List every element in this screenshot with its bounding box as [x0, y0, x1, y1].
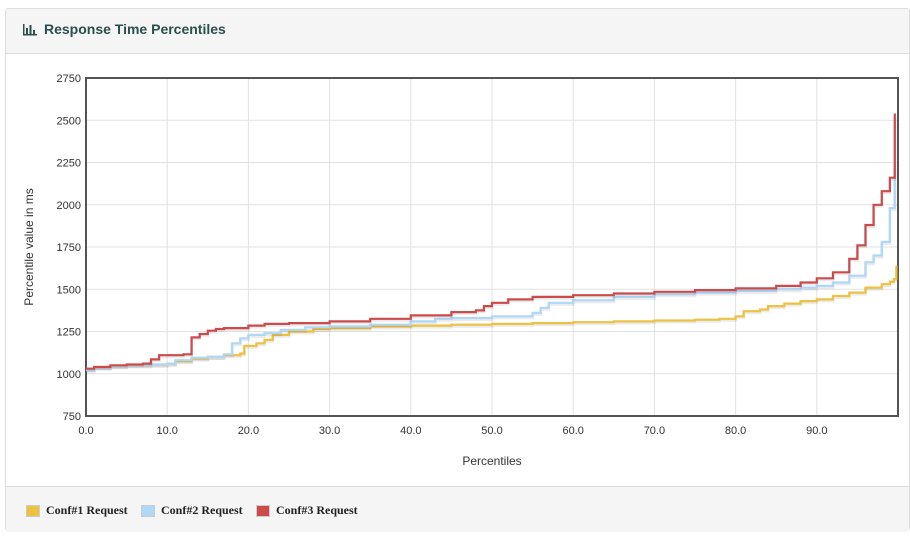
y-tick-label: 1250	[57, 327, 81, 339]
x-tick-label: 50.0	[481, 425, 502, 437]
series-shadow-2	[86, 169, 897, 374]
legend-item[interactable]: Conf#3 Request	[256, 503, 358, 518]
chart-area: 750 1000 1250 1500 1750 2000 2250 2500 2750 0.0 10…	[6, 53, 910, 485]
percentile-chart: 750 1000 1250 1500 1750 2000 2250 2500 2750 0.0 10…	[22, 73, 899, 468]
plot-border	[85, 77, 899, 417]
bar-chart-icon	[23, 24, 37, 36]
legend-swatch	[26, 504, 40, 517]
legend-swatch	[141, 504, 155, 517]
x-tick-label: 0.0	[78, 425, 93, 437]
x-tick-label: 90.0	[806, 425, 827, 437]
x-tick-label: 40.0	[400, 425, 421, 437]
y-tick-label: 2250	[57, 158, 81, 170]
x-tick-label: 60.0	[562, 425, 583, 437]
legend-label: Conf#1 Request	[46, 503, 128, 517]
panel-title: Response Time Percentiles	[22, 21, 226, 37]
y-tick-label: 750	[63, 411, 81, 423]
x-tick-label: 80.0	[725, 425, 746, 437]
x-tick-label: 10.0	[156, 425, 177, 437]
legend-item[interactable]: Conf#2 Request	[141, 503, 243, 518]
legend-label: Conf#2 Request	[161, 503, 243, 517]
y-tick-label: 2500	[57, 115, 81, 127]
y-axis-label: Percentile value in ms	[22, 188, 36, 305]
y-tick-label: 1000	[57, 369, 81, 381]
legend-swatch	[256, 504, 270, 517]
panel-heading: Response Time Percentiles	[6, 9, 909, 54]
y-tick-label: 1750	[57, 242, 81, 254]
y-tick-label: 2750	[57, 73, 81, 85]
series-line-3	[86, 113, 896, 370]
legend-label: Conf#3 Request	[276, 503, 358, 517]
x-tick-label: 20.0	[238, 425, 259, 437]
y-tick-label: 1500	[57, 284, 81, 296]
chart-legend: Conf#1 Request Conf#2 Request Conf#3 Reque…	[6, 486, 909, 532]
legend-item[interactable]: Conf#1 Request	[26, 503, 128, 518]
series-line-2	[86, 167, 896, 372]
x-tick-label: 70.0	[644, 425, 665, 437]
x-tick-label: 30.0	[319, 425, 340, 437]
x-axis-label: Percentiles	[462, 454, 521, 468]
panel-title-text: Response Time Percentiles	[44, 21, 226, 37]
chart-panel: Response Time Percentiles 750 1000 1250 150…	[5, 8, 910, 532]
y-tick-label: 2000	[57, 200, 81, 212]
